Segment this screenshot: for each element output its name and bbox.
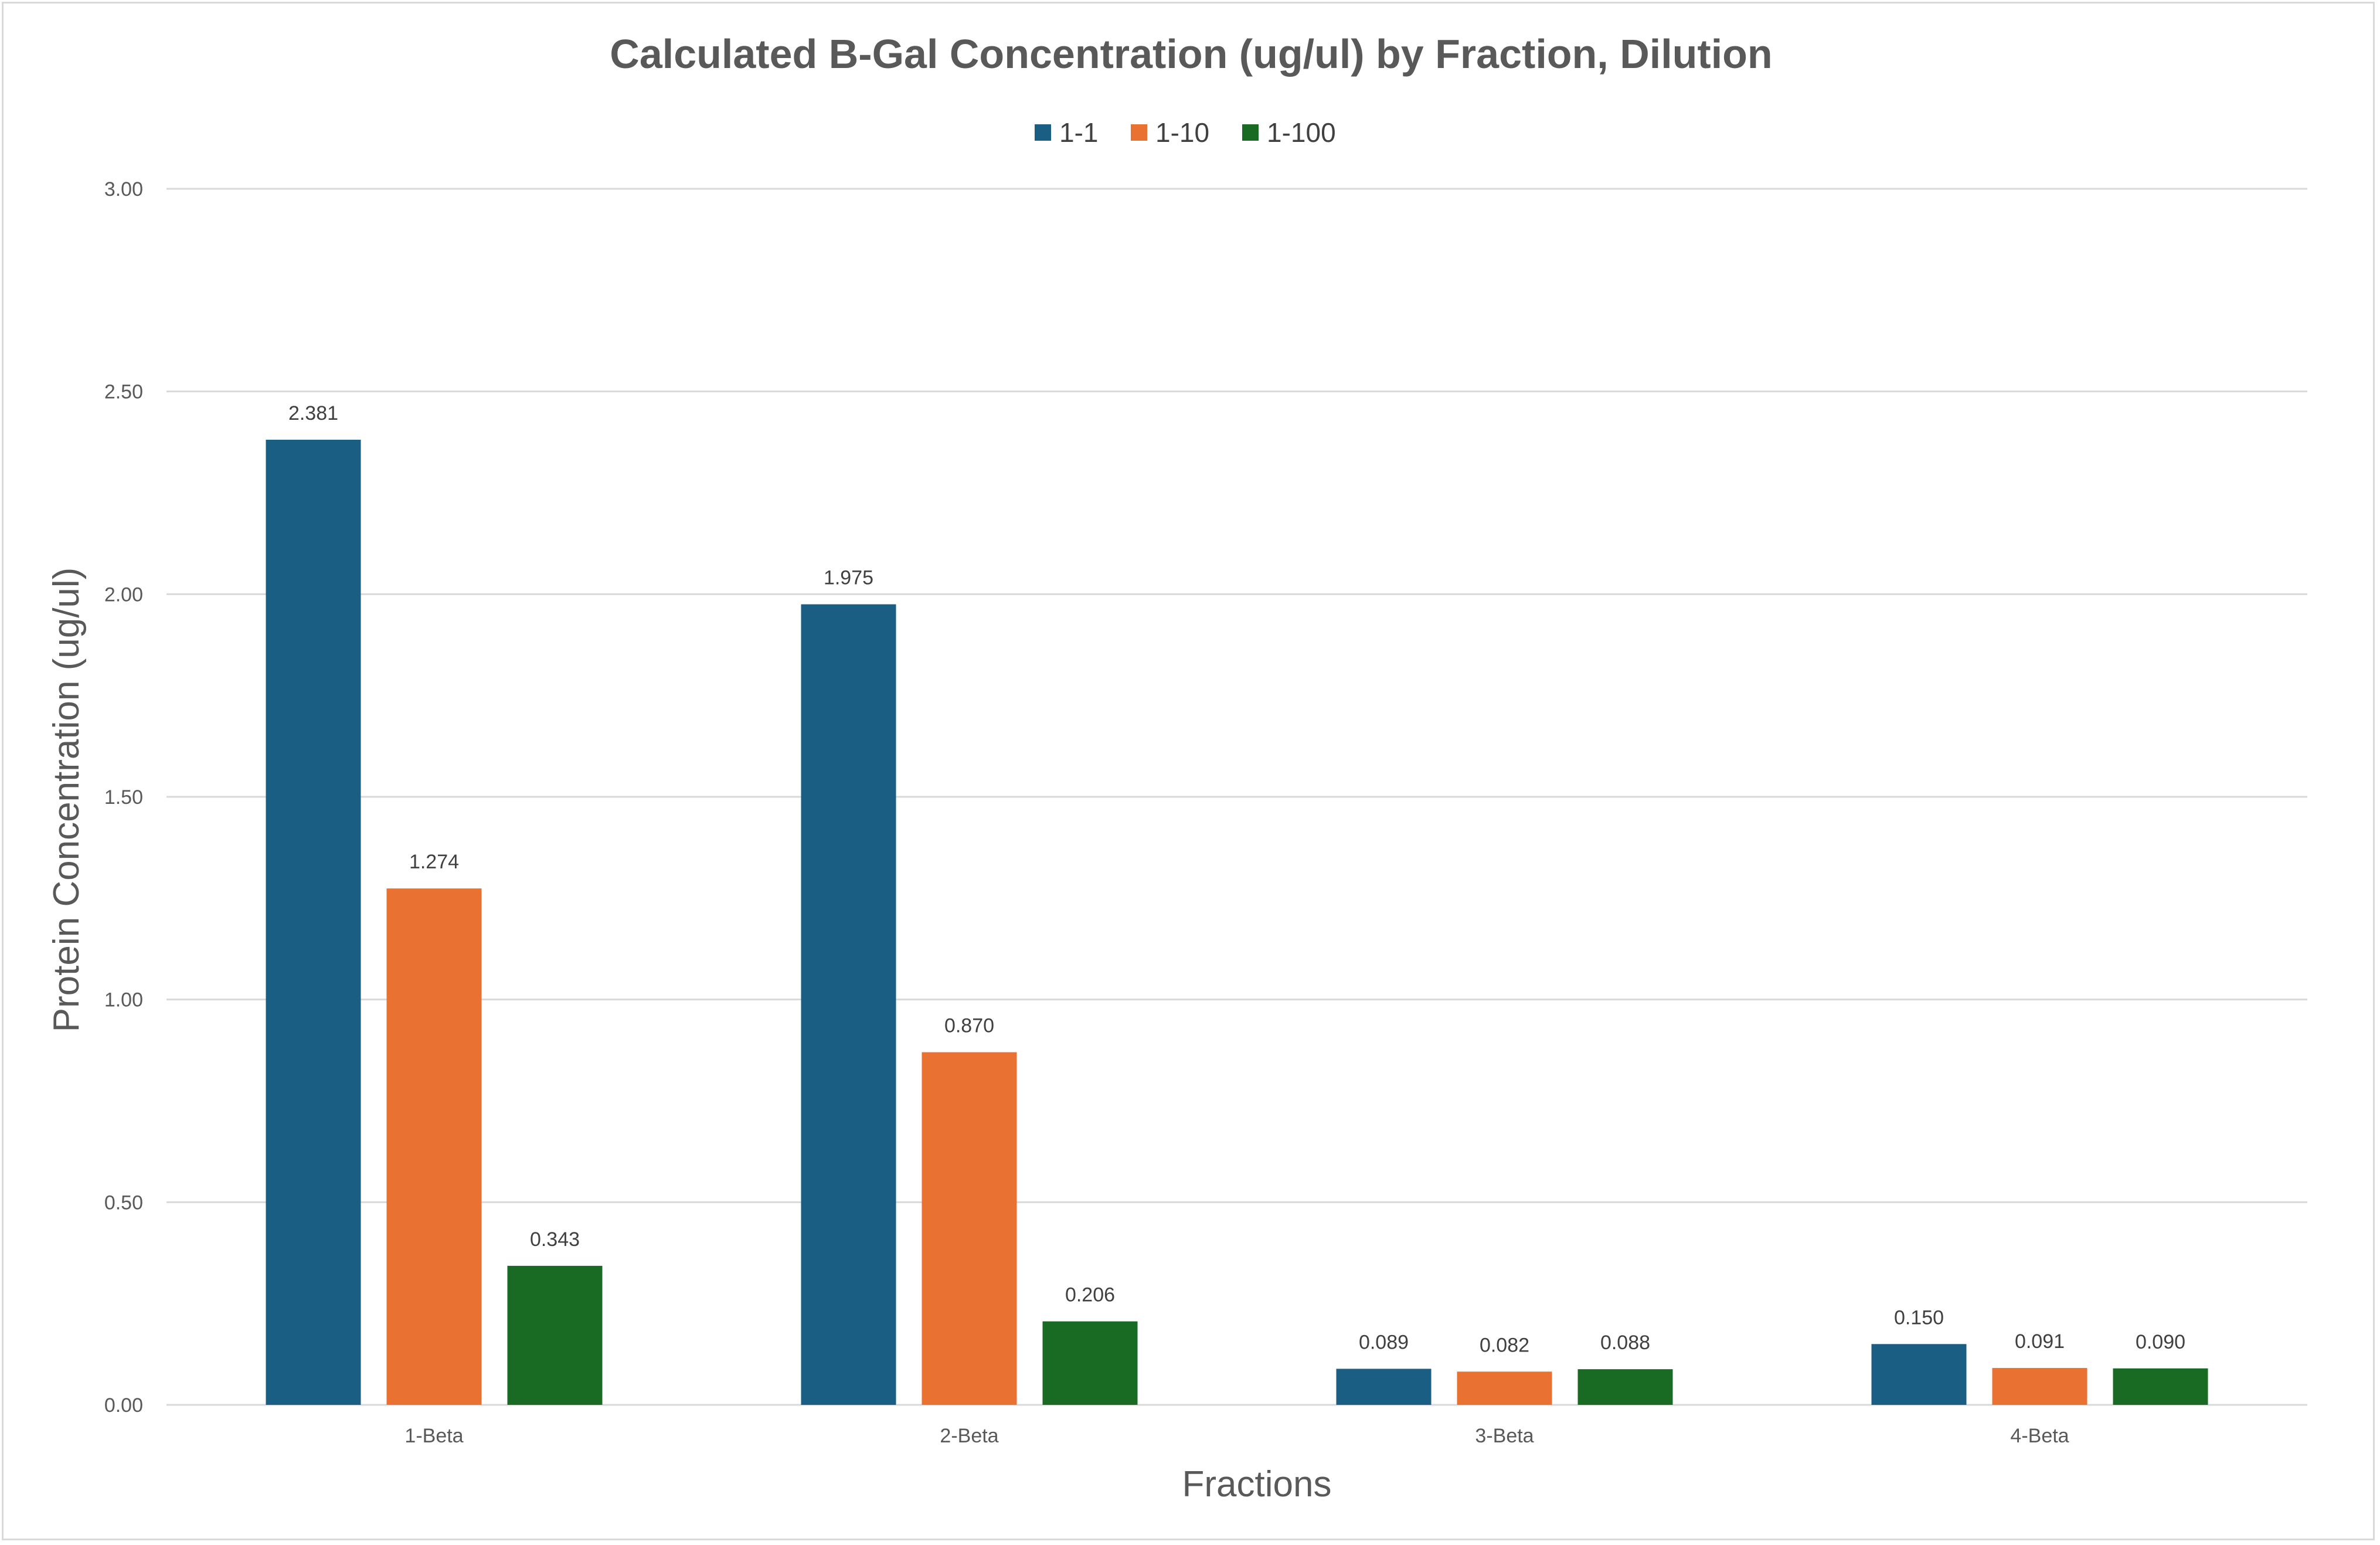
bar-4-beta-1-1 [1871,1344,1967,1405]
bar-1-beta-1-100 [507,1265,603,1405]
legend-swatch-1-10 [1131,124,1147,141]
bar-3-beta-1-1 [1336,1369,1432,1405]
x-axis-ticks: 1-Beta 2-Beta 3-Beta 4-Beta [404,1425,2069,1447]
data-label: 0.090 [2136,1331,2185,1353]
x-tick-label: 4-Beta [2010,1425,2069,1447]
gridlines [166,188,2307,1406]
legend-label: 1-10 [1155,117,1209,148]
chart-svg: Calculated B-Gal Concentration (ug/ul) b… [46,31,2307,1505]
y-tick-label: 2.50 [104,381,143,403]
x-tick-label: 3-Beta [1475,1425,1534,1447]
bar-3-beta-1-10 [1457,1371,1552,1405]
legend-swatch-1-1 [1035,124,1051,141]
bar-4-beta-1-10 [1992,1368,2087,1405]
x-tick-label: 1-Beta [404,1425,463,1447]
data-label: 0.091 [2015,1330,2065,1353]
bar-1-beta-1-10 [386,888,482,1405]
data-label: 0.088 [1600,1332,1650,1354]
bar-4-beta-1-100 [2113,1368,2208,1405]
y-tick-label: 0.00 [104,1394,143,1417]
bar-2-beta-1-100 [1042,1321,1138,1405]
legend-label: 1-100 [1267,117,1336,148]
bar-2-beta-1-10 [922,1052,1017,1405]
x-tick-label: 2-Beta [940,1425,998,1447]
y-axis-ticks: 0.00 0.50 1.00 1.50 2.00 2.50 3.00 [104,178,143,1417]
y-tick-label: 2.00 [104,583,143,606]
chart-legend: 1-1 1-10 1-100 [1035,117,1336,148]
chart-title: Calculated B-Gal Concentration (ug/ul) b… [610,31,1772,77]
data-label: 0.082 [1480,1334,1529,1356]
data-label: 0.870 [944,1015,994,1037]
y-tick-label: 1.50 [104,786,143,809]
legend-label: 1-1 [1059,117,1098,148]
data-label: 0.206 [1065,1284,1115,1306]
data-label: 0.150 [1894,1306,1944,1329]
bar-3-beta-1-100 [1577,1369,1673,1405]
data-label: 1.975 [824,567,873,589]
data-label: 0.089 [1359,1331,1409,1353]
bar-1-beta-1-1 [266,439,361,1405]
y-tick-label: 3.00 [104,178,143,201]
y-tick-label: 0.50 [104,1191,143,1214]
bar-2-beta-1-1 [801,604,896,1405]
y-tick-label: 1.00 [104,989,143,1011]
data-labels: 2.381 1.274 0.343 1.975 0.870 0.206 0.089 0.082… [288,402,2185,1356]
data-label: 1.274 [409,851,459,873]
x-axis-title: Fractions [1182,1464,1332,1505]
y-axis-title: Protein Concentration (ug/ul) [46,568,87,1033]
data-label: 2.381 [288,402,338,425]
bars [266,439,2208,1405]
legend-swatch-1-100 [1242,124,1259,141]
data-label: 0.343 [530,1228,580,1251]
